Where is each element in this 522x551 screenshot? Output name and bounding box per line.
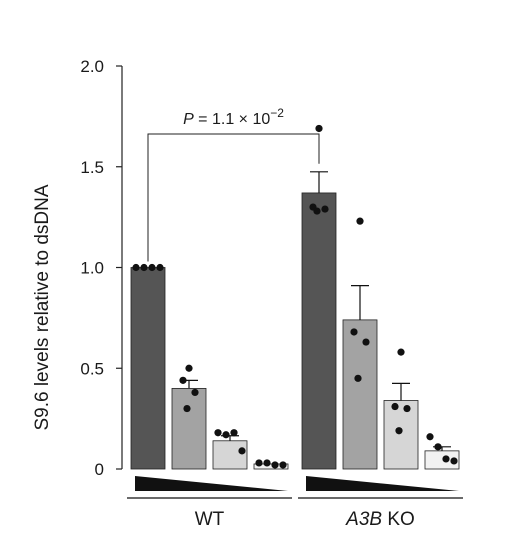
data-point — [313, 207, 321, 215]
data-point — [279, 461, 287, 469]
data-point — [397, 348, 405, 356]
p-value-label: P = 1.1 × 10−2 — [183, 106, 284, 128]
bar — [171, 387, 207, 470]
data-point — [354, 374, 362, 382]
y-tick-label: 1.0 — [80, 259, 104, 278]
data-point — [222, 431, 230, 439]
data-point — [185, 364, 193, 372]
data-point — [214, 429, 222, 437]
data-point — [255, 459, 263, 467]
y-tick-label: 2.0 — [80, 57, 104, 76]
dose-triangle — [135, 476, 288, 491]
data-point — [238, 447, 246, 455]
data-point — [179, 376, 187, 384]
data-point — [148, 263, 156, 272]
data-point — [403, 404, 411, 413]
data-point — [271, 461, 279, 469]
data-point — [391, 402, 399, 411]
data-point — [426, 433, 434, 441]
bar — [301, 192, 337, 470]
y-tick-label: 0 — [95, 460, 104, 479]
bar — [342, 319, 378, 470]
bar — [383, 400, 419, 470]
bar — [253, 463, 289, 470]
data-point — [356, 217, 364, 225]
data-point — [362, 338, 370, 346]
data-point — [263, 459, 271, 467]
data-point — [450, 457, 458, 465]
data-point — [315, 124, 323, 133]
data-point — [140, 263, 148, 272]
data-point — [132, 263, 140, 272]
significance-annotation: P = 1.1 × 10−2 — [147, 106, 320, 262]
x-groups: WT A3B KO — [127, 476, 463, 530]
dose-triangle — [306, 476, 459, 491]
data-point — [442, 455, 450, 463]
bars — [130, 124, 460, 470]
data-point — [434, 443, 442, 451]
y-axis-title: S9.6 levels relative to dsDNA — [32, 184, 53, 430]
y-axis: 0 0.5 1.0 1.5 2.0 S9.6 levels relative to dsD… — [32, 57, 123, 479]
data-point — [230, 429, 238, 437]
data-point — [191, 388, 199, 397]
group-label: WT — [195, 509, 225, 530]
data-point — [321, 205, 329, 213]
bar — [130, 267, 166, 470]
data-point — [183, 404, 191, 413]
group-label: A3B KO — [345, 509, 415, 530]
y-tick-label: 1.5 — [80, 158, 104, 177]
bar — [212, 440, 248, 470]
data-point — [395, 427, 403, 435]
data-point — [350, 328, 358, 336]
y-tick-label: 0.5 — [80, 359, 104, 378]
significance-bracket — [147, 133, 320, 262]
data-point — [156, 263, 164, 272]
